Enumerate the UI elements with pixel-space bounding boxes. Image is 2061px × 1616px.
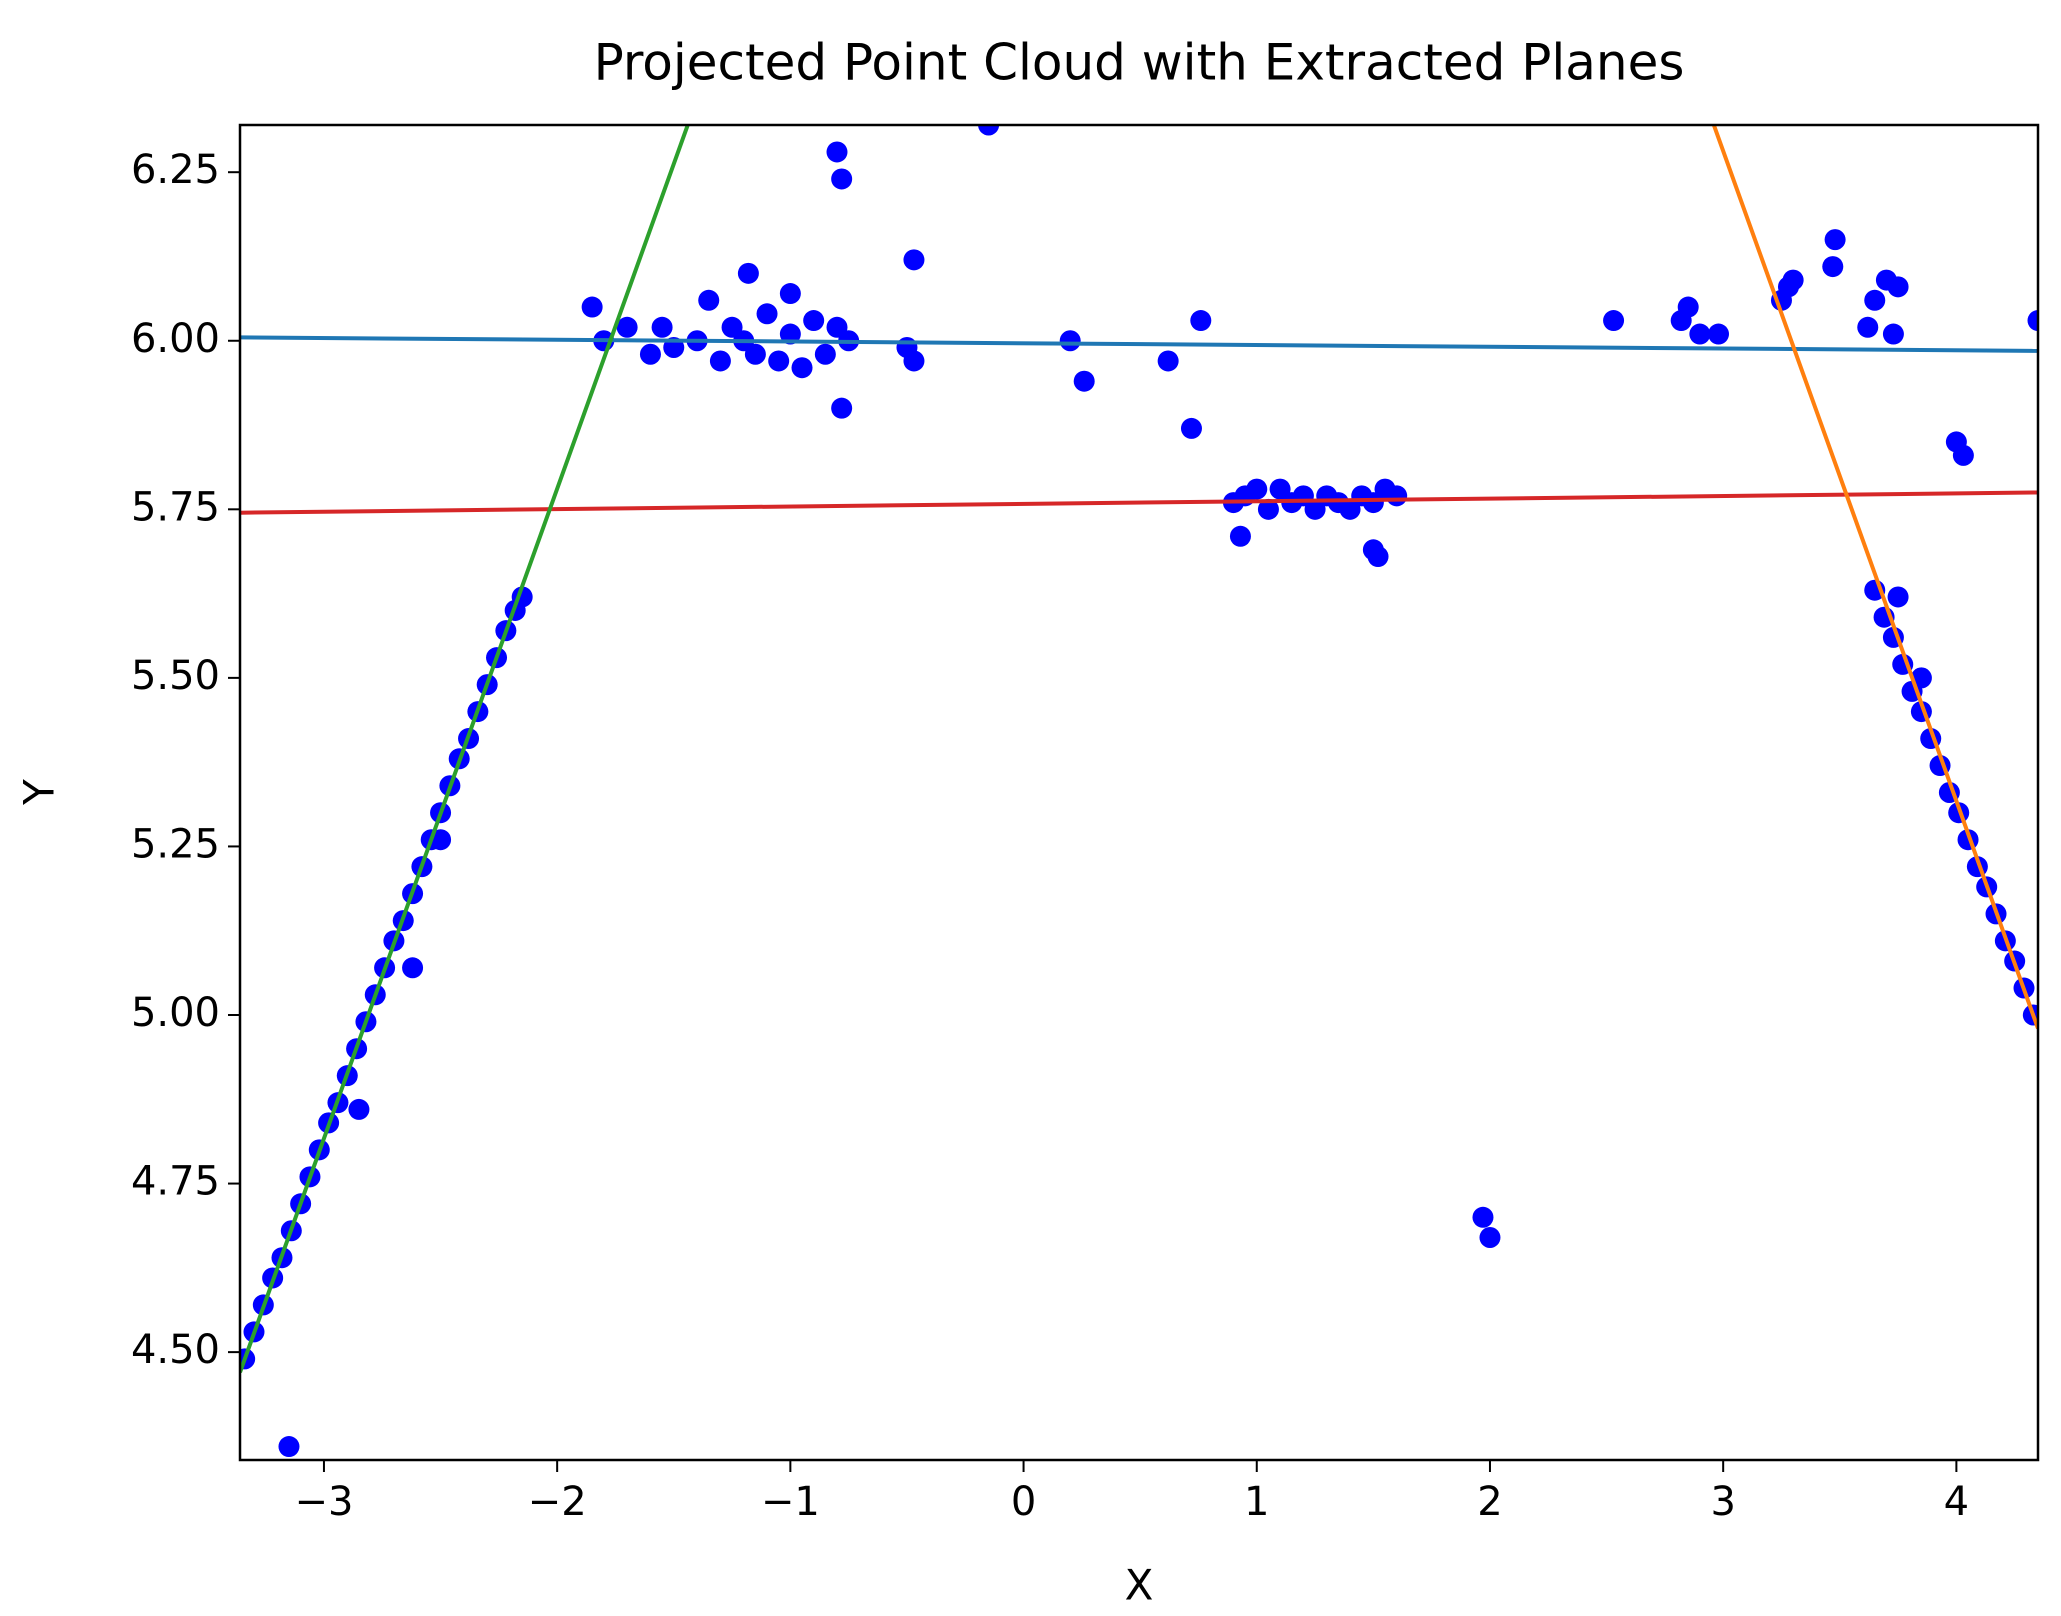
point <box>1689 323 1711 345</box>
y-tick-label: 6.25 <box>131 147 220 193</box>
y-tick-label: 5.25 <box>131 821 220 867</box>
point <box>616 316 638 338</box>
y-tick-label: 6.00 <box>131 316 220 362</box>
x-tick-label: 3 <box>1710 1479 1735 1525</box>
point <box>1952 444 1974 466</box>
point <box>709 350 731 372</box>
point <box>1887 586 1909 608</box>
point <box>651 316 673 338</box>
point <box>1073 370 1095 392</box>
point <box>1257 498 1279 520</box>
point <box>1059 330 1081 352</box>
point <box>1367 546 1389 568</box>
y-tick-label: 5.75 <box>131 484 220 530</box>
point <box>1864 289 1886 311</box>
point <box>1782 269 1804 291</box>
axes-frame <box>238 123 2040 1462</box>
point <box>1882 323 1904 345</box>
y-tick-label: 4.75 <box>131 1159 220 1205</box>
point <box>831 168 853 190</box>
plot-area <box>240 125 2038 1458</box>
point <box>639 343 661 365</box>
point <box>1157 350 1179 372</box>
point <box>768 350 790 372</box>
y-tick-label: 5.00 <box>131 990 220 1036</box>
point <box>430 829 452 851</box>
point <box>803 310 825 332</box>
point <box>348 1098 370 1120</box>
point <box>1677 296 1699 318</box>
point <box>791 357 813 379</box>
point <box>1824 229 1846 251</box>
point <box>1603 310 1625 332</box>
point <box>737 262 759 284</box>
x-tick-label: 2 <box>1477 1479 1502 1525</box>
point <box>698 289 720 311</box>
point <box>978 125 1000 136</box>
fit-line <box>240 490 2038 515</box>
x-tick-label: 4 <box>1944 1479 1969 1525</box>
point <box>744 343 766 365</box>
x-tick-label: −3 <box>294 1479 353 1525</box>
point <box>779 323 801 345</box>
point <box>903 350 925 372</box>
point <box>1386 485 1408 507</box>
fit-line <box>240 335 2038 353</box>
point <box>1190 310 1212 332</box>
point <box>278 1436 300 1458</box>
fit-line <box>1711 125 2038 1030</box>
point <box>831 397 853 419</box>
point <box>1822 256 1844 278</box>
point <box>1246 478 1268 500</box>
chart-title: Projected Point Cloud with Extracted Pla… <box>594 34 1685 92</box>
point <box>1479 1227 1501 1248</box>
x-tick-label: −2 <box>528 1479 587 1525</box>
fit-line <box>240 125 690 1374</box>
point <box>814 343 836 365</box>
y-axis-label: Y <box>15 779 64 806</box>
point <box>2027 310 2038 332</box>
x-tick-label: 0 <box>1011 1479 1036 1525</box>
point <box>1180 417 1202 439</box>
point <box>1708 323 1730 345</box>
point <box>903 249 925 271</box>
y-tick-label: 5.50 <box>131 653 220 699</box>
x-tick-label: −1 <box>761 1479 820 1525</box>
point <box>756 303 778 325</box>
point <box>779 283 801 305</box>
point <box>402 957 424 979</box>
point <box>1229 525 1251 547</box>
x-tick-label: 1 <box>1244 1479 1269 1525</box>
y-tick-label: 4.50 <box>131 1327 220 1373</box>
point <box>1887 276 1909 298</box>
point <box>1472 1206 1494 1228</box>
point <box>581 296 603 318</box>
point <box>826 141 848 163</box>
x-axis-label: X <box>1125 1561 1154 1610</box>
point <box>1857 316 1879 338</box>
